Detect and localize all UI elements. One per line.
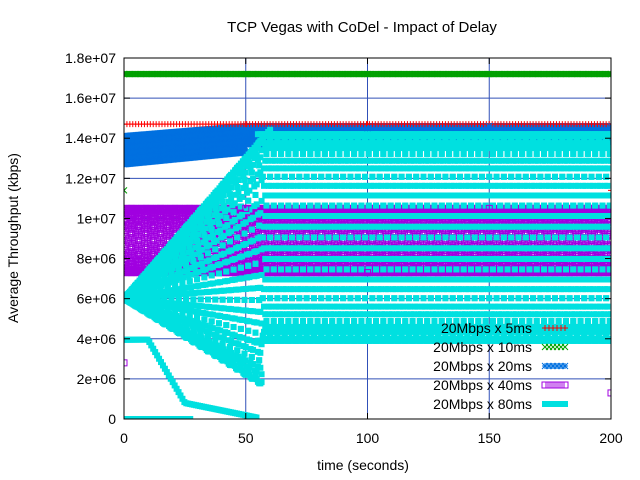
- data-point: [606, 126, 611, 134]
- plot-area: [124, 70, 611, 419]
